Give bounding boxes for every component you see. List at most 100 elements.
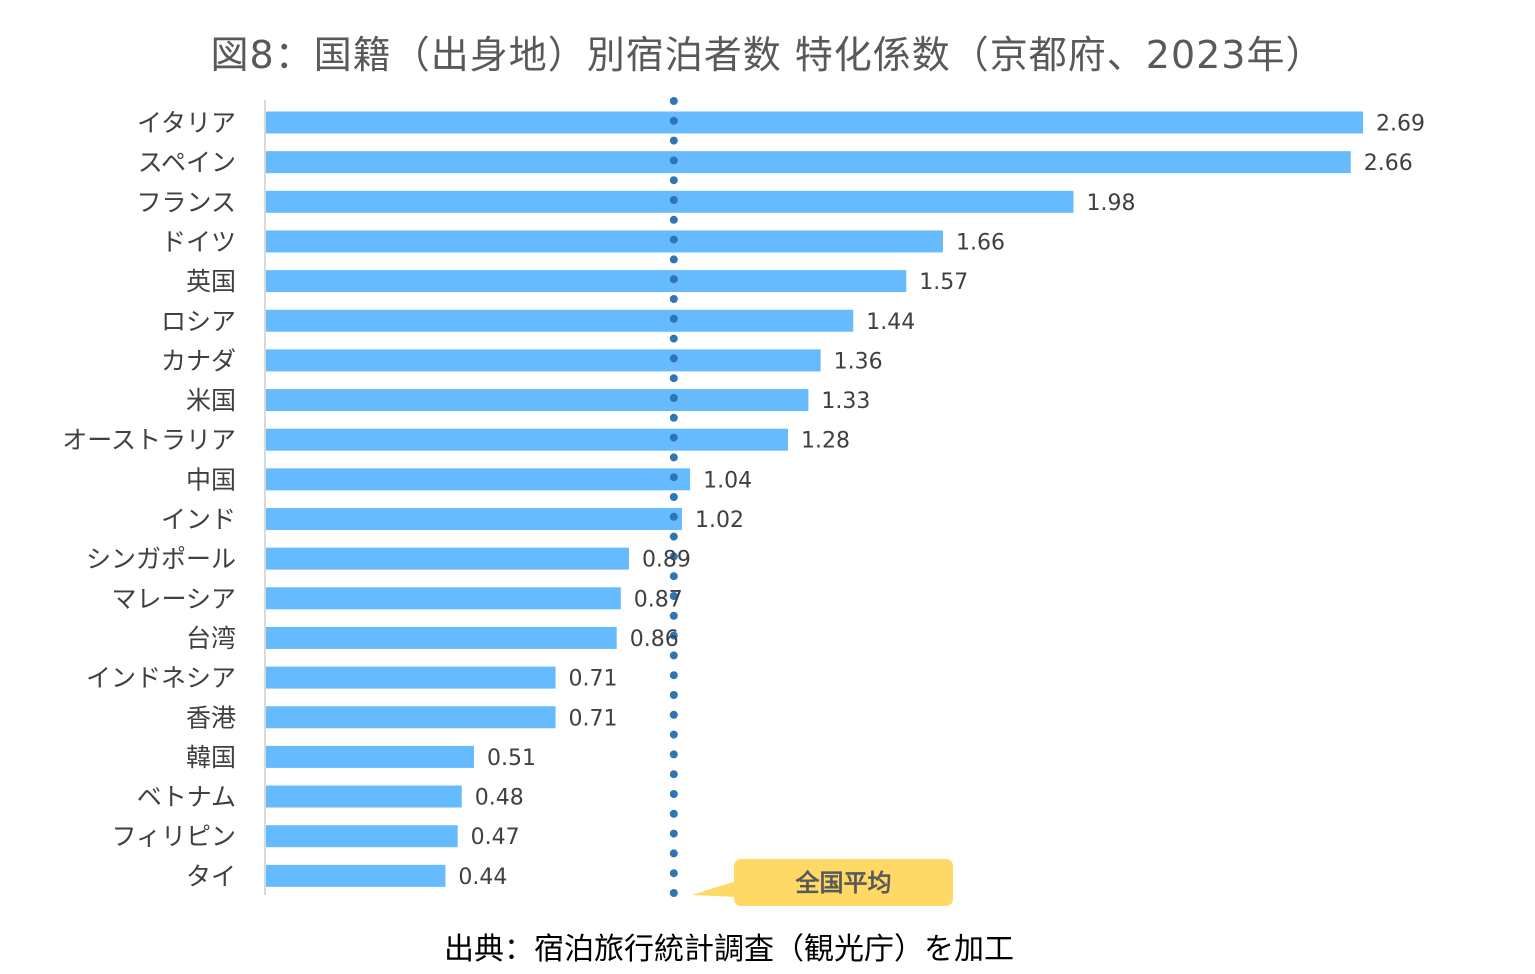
reference-dot xyxy=(669,314,678,323)
reference-dot xyxy=(669,770,678,779)
bar xyxy=(266,349,821,372)
data-label: 1.44 xyxy=(866,310,915,335)
data-label: 2.66 xyxy=(1364,151,1413,176)
data-label: 1.02 xyxy=(695,508,744,533)
reference-dot xyxy=(669,295,678,303)
value-labels-layer: 2.69 2.66 1.98 1.66 1.571.44 1.36 1.33 1.28 1.04… xyxy=(458,112,1425,890)
reference-dot xyxy=(669,611,678,620)
reference-dot xyxy=(669,651,678,660)
bar xyxy=(266,547,629,570)
category-label: マレーシア xyxy=(111,584,236,613)
reference-dot xyxy=(669,413,678,422)
reference-dot xyxy=(669,829,678,838)
category-label: オーストラリア xyxy=(62,426,236,455)
data-label: 0.87 xyxy=(634,587,683,612)
category-label: タイ xyxy=(186,862,236,891)
reference-dot xyxy=(669,631,678,640)
reference-dot xyxy=(669,750,678,759)
data-label: 0.71 xyxy=(569,706,618,731)
category-label: ベトナム xyxy=(137,783,236,812)
category-label: インドネシア xyxy=(86,664,236,693)
reference-dot xyxy=(669,433,678,442)
bar xyxy=(266,309,854,332)
bar xyxy=(266,508,682,530)
data-label: 1.66 xyxy=(956,230,1005,255)
bars-layer xyxy=(266,111,1363,887)
reference-dot xyxy=(669,136,678,145)
reference-dot xyxy=(669,394,678,402)
data-label: 1.28 xyxy=(801,429,850,454)
category-label: インド xyxy=(161,505,236,534)
reference-dot xyxy=(669,334,678,343)
category-label: ドイツ xyxy=(161,227,236,256)
data-label: 0.71 xyxy=(569,667,618,692)
category-label: 韓国 xyxy=(186,743,236,772)
reference-dot xyxy=(669,592,678,600)
reference-dot xyxy=(669,473,678,482)
reference-dot xyxy=(669,849,678,858)
category-label: 英国 xyxy=(186,267,236,296)
reference-line-label: 全国平均 xyxy=(795,869,892,897)
category-label: カナダ xyxy=(161,346,236,375)
data-label: 2.69 xyxy=(1376,112,1425,137)
reference-dot xyxy=(669,691,678,699)
data-label: 1.04 xyxy=(703,468,752,493)
category-label: 台湾 xyxy=(186,624,236,653)
reference-dot xyxy=(669,572,678,581)
reference-dot xyxy=(669,196,678,204)
reference-dot xyxy=(669,156,678,165)
data-label: 0.44 xyxy=(458,865,507,890)
data-label: 0.47 xyxy=(471,825,520,850)
reference-dot xyxy=(669,869,678,878)
category-label: シンガポール xyxy=(86,545,236,574)
bar xyxy=(266,389,809,412)
reference-dot xyxy=(669,889,678,897)
category-label: フランス xyxy=(136,188,236,217)
bar xyxy=(266,825,458,848)
data-label: 1.36 xyxy=(834,349,883,374)
reference-dot xyxy=(669,116,678,125)
chart-title: 図8：国籍（出身地）別宿泊者数 特化係数（京都府、2023年） xyxy=(210,33,1325,77)
data-label: 1.57 xyxy=(919,270,968,295)
category-label: フィリピン xyxy=(111,822,236,851)
data-label: 1.98 xyxy=(1086,191,1135,216)
reference-dot xyxy=(669,255,678,264)
bar xyxy=(266,666,556,689)
bar xyxy=(266,468,691,491)
reference-dot xyxy=(669,730,678,739)
reference-dot xyxy=(669,374,678,383)
bar xyxy=(266,151,1351,174)
bar xyxy=(266,190,1074,213)
data-label: 0.48 xyxy=(475,786,524,811)
bar xyxy=(266,706,556,729)
category-label: イタリア xyxy=(137,109,236,138)
reference-dot xyxy=(669,809,678,818)
bar xyxy=(266,428,788,451)
average-reference-line xyxy=(669,97,678,897)
reference-dot xyxy=(669,215,678,224)
reference-dot xyxy=(669,275,678,284)
bar xyxy=(266,270,907,293)
source-note: 出典：宿泊旅行統計調査（観光庁）を加工 xyxy=(444,932,1014,967)
reference-dot xyxy=(669,235,678,244)
data-label: 1.33 xyxy=(821,389,870,414)
category-label: 米国 xyxy=(186,386,236,415)
reference-dot xyxy=(669,532,678,541)
category-label: 香港 xyxy=(186,703,236,732)
reference-dot xyxy=(669,453,678,462)
bar xyxy=(266,626,617,649)
reference-dot xyxy=(669,354,678,363)
average-callout: 全国平均 xyxy=(691,859,953,906)
callout-box xyxy=(734,859,953,906)
reference-dot xyxy=(669,176,678,185)
reference-dot xyxy=(669,790,678,798)
bar xyxy=(266,111,1363,134)
data-label: 0.86 xyxy=(630,627,679,652)
reference-dot xyxy=(669,552,678,561)
callout-pointer xyxy=(691,881,736,897)
bar xyxy=(266,864,446,887)
bar xyxy=(266,587,621,610)
reference-dot xyxy=(669,710,678,719)
bar xyxy=(266,230,943,253)
